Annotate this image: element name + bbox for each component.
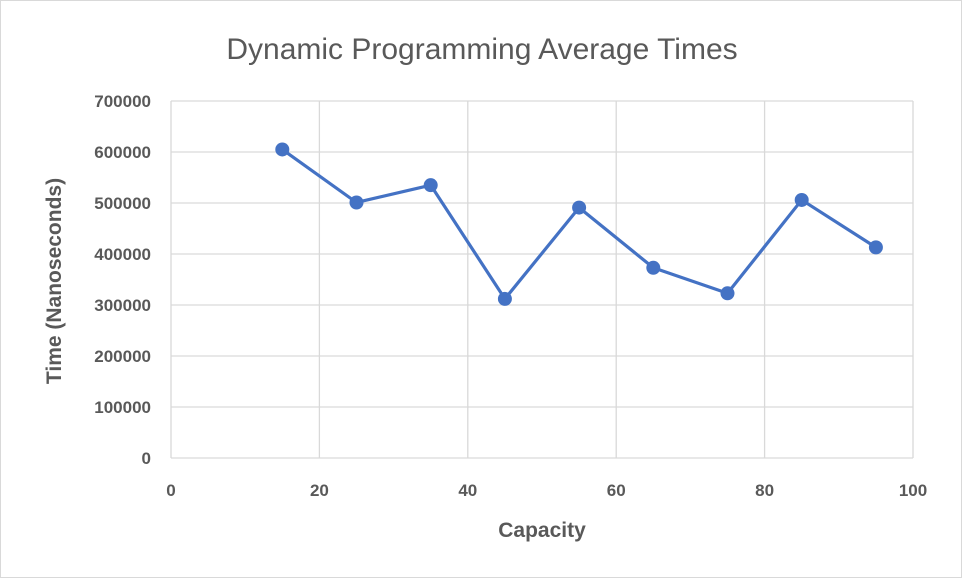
y-tick-label: 600000	[94, 143, 151, 162]
x-tick-label: 0	[166, 481, 175, 500]
y-tick-label: 200000	[94, 347, 151, 366]
series-line	[281, 148, 877, 301]
y-tick-label: 100000	[94, 398, 151, 417]
series-group	[275, 142, 883, 306]
x-tick-label: 60	[607, 481, 626, 500]
x-tick-label: 100	[899, 481, 927, 500]
y-tick-labels: 0 100000 200000 300000 400000 500000 600000 700…	[94, 92, 151, 468]
y-axis-label: Time (Nanoseconds)	[43, 178, 66, 384]
data-point	[720, 286, 735, 301]
x-tick-label: 20	[310, 481, 329, 500]
chart-title: Dynamic Programming Average Times	[226, 33, 737, 66]
data-point	[868, 240, 883, 255]
data-point	[423, 178, 438, 193]
y-tick-label: 0	[142, 449, 151, 468]
data-point	[572, 200, 587, 215]
y-tick-label: 300000	[94, 296, 151, 315]
x-tick-label: 40	[458, 481, 477, 500]
data-point	[794, 192, 809, 207]
data-point	[349, 195, 364, 210]
x-tick-labels: 0 20 40 60 80 100	[166, 481, 927, 500]
data-point	[275, 142, 290, 157]
data-point	[497, 291, 512, 306]
x-tick-label: 80	[755, 481, 774, 500]
y-tick-label: 700000	[94, 92, 151, 111]
y-tick-label: 500000	[94, 194, 151, 213]
x-axis-label: Capacity	[498, 519, 586, 542]
y-tick-label: 400000	[94, 245, 151, 264]
data-point	[646, 260, 661, 275]
